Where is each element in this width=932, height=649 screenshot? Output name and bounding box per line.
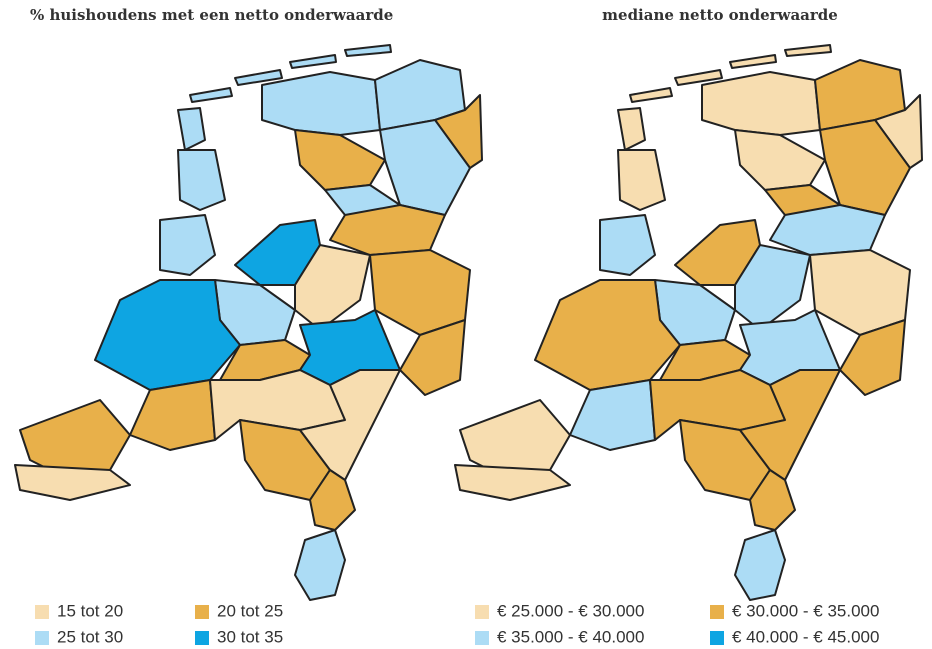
- region: [344, 44, 392, 57]
- region: [289, 54, 337, 69]
- region: [14, 464, 131, 501]
- legend-swatch: [475, 631, 489, 645]
- legend-swatch: [195, 631, 209, 645]
- region: [309, 469, 356, 531]
- region: [784, 44, 832, 57]
- legend-label: 25 tot 30: [57, 627, 123, 646]
- region: [177, 149, 226, 211]
- legend-swatch: [35, 605, 49, 619]
- region: [399, 319, 466, 396]
- region: [599, 214, 656, 276]
- legend-label: 30 tot 35: [217, 627, 283, 646]
- region: [261, 71, 381, 136]
- legend-swatch: [195, 605, 209, 619]
- region: [369, 249, 471, 336]
- legend-label: 15 tot 20: [57, 601, 123, 620]
- legend-label: € 25.000 - € 30.000: [497, 601, 644, 620]
- region: [617, 149, 666, 211]
- region: [459, 399, 571, 476]
- map-title: % huishoudens met een netto onderwaarde: [30, 6, 393, 24]
- region: [294, 129, 386, 191]
- map: [14, 44, 483, 601]
- legend-swatch: [35, 631, 49, 645]
- region: [177, 107, 206, 151]
- legend-swatch: [475, 605, 489, 619]
- region: [629, 87, 673, 103]
- region: [617, 107, 646, 151]
- region: [234, 69, 283, 86]
- legend-swatch: [710, 631, 724, 645]
- region: [839, 319, 906, 396]
- region: [749, 469, 796, 531]
- legend-label: € 30.000 - € 35.000: [732, 601, 879, 620]
- region: [19, 399, 131, 476]
- legend-label: € 40.000 - € 45.000: [732, 627, 879, 646]
- region: [294, 529, 346, 601]
- region: [454, 464, 571, 501]
- legend-swatch: [710, 605, 724, 619]
- region: [569, 379, 656, 451]
- legend-label: € 35.000 - € 40.000: [497, 627, 644, 646]
- legend-label: 20 tot 25: [217, 601, 283, 620]
- region: [129, 379, 216, 451]
- region: [189, 87, 233, 103]
- region: [159, 214, 216, 276]
- region: [809, 249, 911, 336]
- region: [734, 129, 826, 191]
- region: [734, 529, 786, 601]
- region: [701, 71, 821, 136]
- region: [674, 69, 723, 86]
- region: [729, 54, 777, 69]
- map: [454, 44, 923, 601]
- map-title: mediane netto onderwaarde: [602, 6, 838, 24]
